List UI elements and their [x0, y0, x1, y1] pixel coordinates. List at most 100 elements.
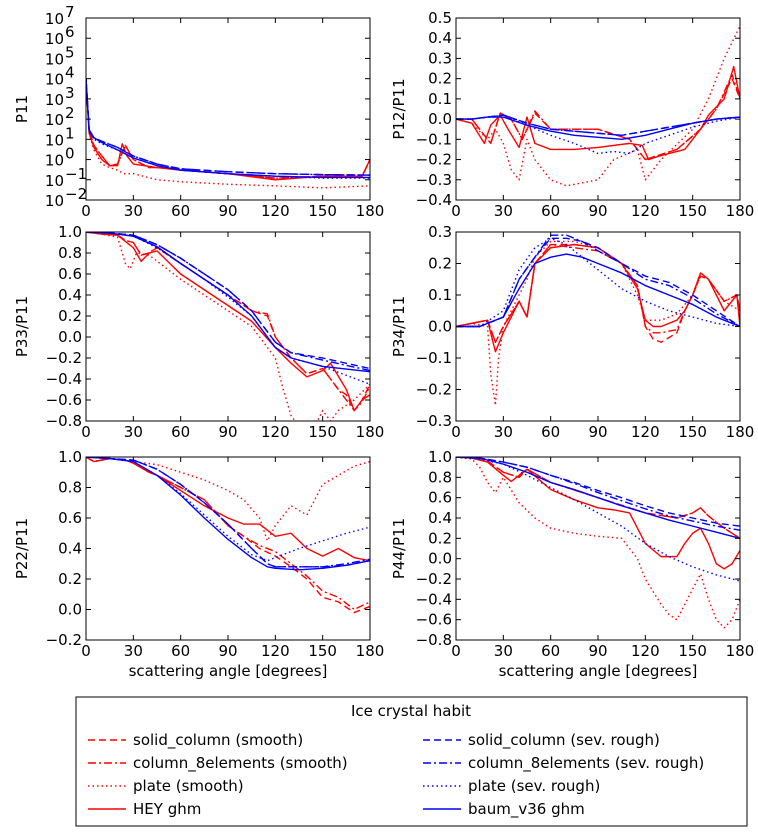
y-tick-label: −0.1: [416, 349, 452, 367]
y-tick-label: 10: [45, 111, 64, 129]
series-line-red-dotted: [86, 457, 370, 542]
y-tick-label: −0.4: [46, 370, 82, 388]
x-tick-label: 120: [631, 202, 660, 220]
legend-label: column_8elements (smooth): [133, 754, 348, 773]
y-tick-exponent: 2: [65, 104, 75, 122]
series-line-red-solid: [456, 457, 740, 570]
y-tick-exponent: −2: [65, 185, 87, 203]
panel-5: 0 30 60 90 120 150 180 −0.2 0.0 0.2 0.4 0.6 0.8 1.0 P2…: [13, 448, 384, 680]
x-tick-label: 150: [678, 423, 707, 441]
x-tick-label: 60: [541, 202, 560, 220]
y-tick-exponent: 7: [65, 3, 75, 21]
x-tick-label: 60: [171, 202, 190, 220]
y-tick-label: 10: [45, 10, 64, 28]
y-tick-label: −0.2: [416, 570, 452, 588]
x-tick-label: 0: [451, 202, 461, 220]
x-tick-label: 150: [308, 202, 337, 220]
x-tick-label: 120: [631, 642, 660, 660]
x-tick-label: 30: [124, 642, 143, 660]
series-line-blue-solid: [86, 457, 370, 571]
series-line-blue-dotted: [86, 457, 370, 562]
y-tick-exponent: 0: [65, 145, 75, 163]
legend-label: HEY ghm: [133, 800, 201, 818]
plot-frame: [455, 456, 741, 641]
x-tick-label: 60: [171, 423, 190, 441]
y-tick-label: 0.2: [58, 570, 82, 588]
legend-entry: plate (smooth): [88, 777, 244, 795]
series-line-blue-solid: [86, 78, 370, 179]
x-tick-label: 150: [308, 423, 337, 441]
plot-frame: [85, 456, 371, 641]
series-line-blue-dashdot: [86, 232, 370, 372]
series-line-red-solid: [86, 457, 370, 562]
y-axis-label: P33/P11: [13, 296, 31, 357]
plot-frame: [455, 231, 741, 422]
x-tick-label: 150: [678, 202, 707, 220]
y-tick-label: 0.8: [58, 479, 82, 497]
y-tick-label: 10: [45, 50, 64, 68]
legend-entry: baum_v36 ghm: [423, 800, 585, 819]
legend-label: column_8elements (sev. rough): [468, 754, 704, 773]
series-line-blue-dashdot: [456, 234, 740, 328]
y-tick-label: 10: [45, 91, 64, 109]
y-tick-exponent: 6: [65, 23, 75, 41]
x-axis-label: scattering angle [degrees]: [499, 662, 698, 680]
series-line-red-dashed: [86, 78, 370, 179]
legend: Ice crystal habit solid_column (smooth) s…: [75, 696, 748, 827]
series-line-red-dashdot: [456, 73, 740, 161]
y-tick-label: 0.0: [58, 601, 82, 619]
y-tick-label: 0.2: [428, 529, 452, 547]
legend-title: Ice crystal habit: [351, 702, 471, 720]
x-tick-label: 30: [124, 423, 143, 441]
y-tick-label: 0.5: [428, 9, 452, 27]
panel-3: 0 30 60 90 120 150 180 −0.8 −0.6 −0.4 −0.2 0.0 0.2 0.…: [13, 223, 384, 441]
x-tick-label: 90: [588, 423, 607, 441]
y-tick-label: 10: [45, 30, 64, 48]
y-tick-label: 0.3: [428, 49, 452, 67]
series-line-red-solid: [456, 65, 740, 161]
y-tick-label: 0.0: [428, 550, 452, 568]
y-tick-label: 0.0: [428, 110, 452, 128]
x-tick-label: 120: [261, 642, 290, 660]
legend-entry: HEY ghm: [88, 800, 201, 818]
y-tick-label: −0.2: [46, 349, 82, 367]
y-tick-exponent: 3: [65, 84, 75, 102]
series-line-red-solid: [456, 243, 740, 353]
y-tick-label: 0.6: [58, 509, 82, 527]
series-line-blue-solid: [456, 116, 740, 141]
y-tick-label: 0.3: [428, 223, 452, 241]
x-tick-label: 30: [124, 202, 143, 220]
y-axis-label: P44/P11: [390, 518, 408, 579]
y-axis-label: P11: [13, 95, 31, 123]
y-tick-label: 10: [45, 131, 64, 149]
y-tick-label: 0.0: [58, 328, 82, 346]
y-tick-label: 1.0: [428, 448, 452, 466]
y-axis-label: P12/P11: [390, 78, 408, 139]
legend-label: plate (smooth): [133, 777, 244, 795]
panel-6: 0 30 60 90 120 150 180 −0.8 −0.6 −0.4 −0.2 0.0 0.2 0.…: [390, 448, 754, 680]
x-tick-label: 0: [81, 423, 91, 441]
legend-frame: [75, 696, 748, 827]
panel-4: 0 30 60 90 120 150 180 −0.3 −0.2 −0.1 0.0 0.1 0.2 0.3…: [390, 223, 754, 441]
y-tick-exponent: 4: [65, 64, 75, 82]
x-tick-label: 30: [494, 642, 513, 660]
series-line-red-dotted: [456, 25, 740, 187]
y-tick-label: −0.2: [416, 381, 452, 399]
x-tick-label: 180: [356, 642, 385, 660]
series-line-red-dashdot: [86, 78, 370, 179]
x-tick-label: 90: [588, 642, 607, 660]
series-line-blue-dashed: [86, 457, 370, 568]
series-line-blue-solid: [456, 457, 740, 540]
panel-2: 0 30 60 90 120 150 180 −0.4 −0.3 −0.2 −0.1 0.0 0.1 0.…: [390, 9, 754, 220]
y-tick-label: 0.8: [58, 244, 82, 262]
y-tick-label: −0.4: [416, 191, 452, 209]
y-tick-label: 0.4: [428, 29, 452, 47]
series-line-blue-dashdot: [86, 78, 370, 176]
x-tick-label: 60: [541, 423, 560, 441]
x-tick-label: 30: [494, 202, 513, 220]
x-tick-label: 0: [81, 642, 91, 660]
series-line-blue-dashdot: [456, 457, 740, 531]
x-tick-label: 0: [451, 423, 461, 441]
series-line-blue-dotted: [86, 78, 370, 179]
y-axis-label: P34/P11: [390, 296, 408, 357]
